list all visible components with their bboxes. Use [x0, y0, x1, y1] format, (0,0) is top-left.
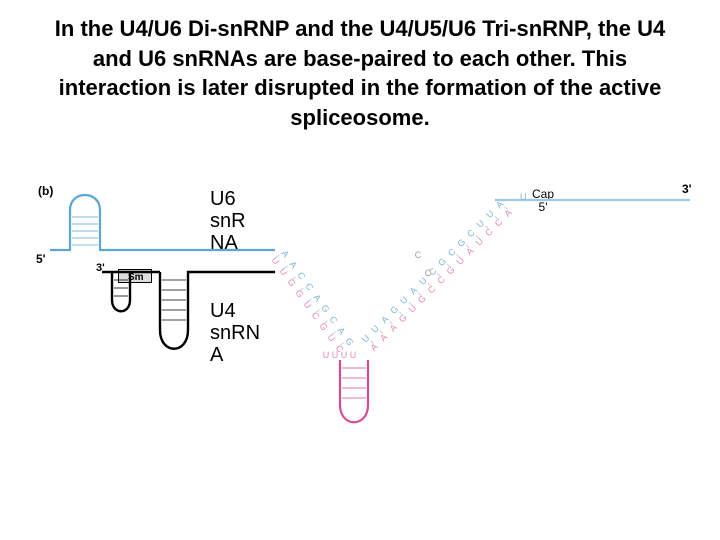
- svg-text:U: U: [454, 255, 466, 267]
- u4-pink-stem-loop: [340, 360, 368, 422]
- svg-text:A: A: [379, 314, 390, 325]
- svg-text:A: A: [368, 341, 379, 352]
- svg-text:C: C: [483, 226, 495, 238]
- svg-text:G: G: [317, 321, 329, 333]
- page-title: In the U4/U6 Di-snRNP and the U4/U5/U6 T…: [40, 14, 680, 133]
- svg-text:A: A: [378, 332, 389, 343]
- u4-seq-right: AAAGUGCCGUAUCCA: [368, 207, 513, 352]
- u4-loop-pairs: [114, 280, 186, 320]
- svg-text:C: C: [310, 310, 322, 322]
- svg-text:G: G: [445, 265, 457, 277]
- u4-small-loop: [112, 272, 130, 311]
- svg-text:C: C: [425, 268, 432, 278]
- svg-text:C: C: [465, 227, 477, 239]
- svg-text:U: U: [350, 350, 357, 360]
- svg-text:G: G: [319, 303, 331, 315]
- svg-text:A: A: [336, 325, 348, 336]
- svg-text:C: C: [446, 246, 458, 258]
- rna-diagram: AACCAGCAG UUGGUCGUC UUUU AAAGUGCCGUAUCCA…: [30, 180, 700, 460]
- svg-text:G: G: [397, 312, 409, 324]
- svg-text:C: C: [295, 270, 307, 282]
- svg-text:G: G: [285, 277, 297, 289]
- svg-text:G: G: [388, 304, 400, 316]
- c-annotations: CC: [415, 250, 432, 278]
- svg-text:C: C: [435, 274, 447, 286]
- svg-text:G: G: [416, 293, 428, 305]
- svg-text:A: A: [288, 259, 300, 270]
- svg-text:U: U: [398, 295, 410, 307]
- svg-text:C: C: [493, 216, 505, 228]
- svg-text:U: U: [278, 266, 290, 277]
- svg-text:C: C: [426, 283, 438, 295]
- svg-text:U: U: [407, 303, 419, 315]
- svg-text:A: A: [280, 248, 292, 259]
- u6-left-stem-loop: [50, 195, 275, 250]
- svg-text:U: U: [270, 255, 282, 266]
- svg-text:U: U: [302, 299, 314, 310]
- svg-text:A: A: [312, 292, 324, 303]
- svg-text:U: U: [360, 333, 372, 345]
- svg-text:G: G: [436, 256, 448, 268]
- svg-text:C: C: [415, 250, 422, 260]
- svg-text:U: U: [484, 208, 496, 220]
- u6-seq-left: AACCAGCAG: [280, 248, 356, 347]
- svg-text:A: A: [408, 285, 419, 296]
- pink-loop-pairs: [342, 368, 366, 398]
- svg-text:U: U: [341, 350, 348, 360]
- svg-text:A: A: [502, 207, 513, 218]
- svg-text:U: U: [326, 332, 338, 343]
- svg-text:U: U: [369, 323, 381, 335]
- svg-text:C: C: [303, 281, 315, 293]
- svg-text:U: U: [332, 350, 339, 360]
- svg-text:U: U: [475, 218, 487, 230]
- svg-text:G: G: [455, 237, 467, 249]
- svg-text:A: A: [388, 322, 399, 333]
- svg-text:G: G: [343, 336, 355, 348]
- svg-text:U: U: [323, 350, 330, 360]
- svg-text:C: C: [327, 314, 339, 326]
- u6-left-loop-pairs: [72, 217, 98, 245]
- svg-text:U: U: [474, 236, 486, 248]
- svg-text:G: G: [293, 288, 305, 300]
- u4-seq-left: UUGGUCGUC: [270, 255, 346, 355]
- svg-text:A: A: [464, 246, 475, 257]
- u-at-cap: U: [520, 192, 527, 202]
- u6-seq-right: UUAGUAUCGCGCUUA: [360, 199, 505, 344]
